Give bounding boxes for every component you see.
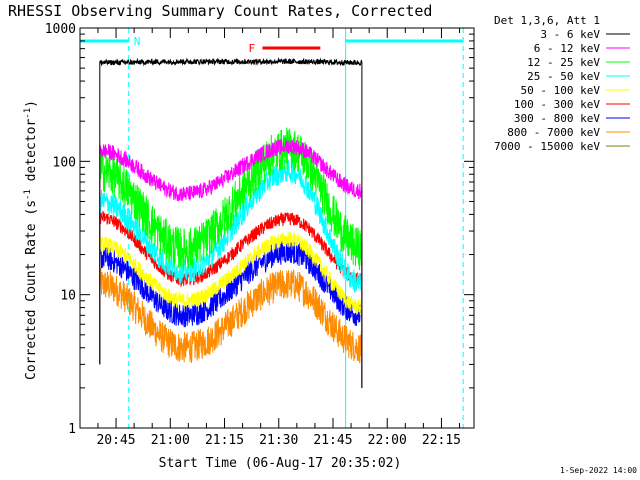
x-tick-label: 22:00 [368, 433, 407, 448]
legend-header: Det 1,3,6, Att 1 [494, 14, 600, 27]
flare-marker-label: F [248, 42, 255, 55]
y-axis-label: Corrected Count Rate (s-1 detector-1) [23, 100, 39, 380]
legend-label: 25 - 50 keV [527, 70, 600, 83]
chart-title: RHESSI Observing Summary Count Rates, Co… [8, 2, 432, 20]
y-tick-label: 10 [60, 289, 76, 304]
legend-label: 12 - 25 keV [527, 56, 600, 69]
y-tick-label: 1 [68, 422, 76, 437]
y-tick-label: 1000 [45, 22, 76, 37]
legend-label: 50 - 100 keV [521, 84, 601, 97]
footer-date: 1-Sep-2022 14:00 [560, 466, 637, 475]
legend-label: 800 - 7000 keV [507, 126, 600, 139]
series-line [99, 127, 363, 388]
x-tick-label: 21:15 [205, 433, 244, 448]
x-tick-label: 20:45 [96, 433, 135, 448]
y-tick-label: 100 [53, 155, 76, 170]
legend-label: 100 - 300 keV [514, 98, 600, 111]
series-line [99, 57, 363, 388]
legend-label: 3 - 6 keV [540, 28, 600, 41]
x-tick-label: 22:15 [422, 433, 461, 448]
legend-label: 7000 - 15000 keV [494, 140, 600, 153]
legend-label: 6 - 12 keV [534, 42, 601, 55]
svg-text:Corrected Count Rate (s-1 dete: Corrected Count Rate (s-1 detector-1) [23, 100, 39, 380]
x-axis-label: Start Time (06-Aug-17 20:35:02) [159, 456, 402, 471]
series-line [99, 210, 363, 388]
x-tick-label: 21:45 [313, 433, 352, 448]
plot-frame [79, 27, 475, 429]
axes: 1 10 100 1000 20:45 21:00 21:15 21:30 21:45 22:00… [45, 22, 475, 448]
legend-label: 300 - 800 keV [514, 112, 600, 125]
series-line [99, 159, 363, 388]
night-marker-label: N [134, 35, 141, 48]
flare-marker: F [248, 42, 321, 55]
series-layer [99, 57, 363, 388]
series-line [99, 268, 363, 388]
series-line [99, 138, 363, 388]
x-tick-label: 21:30 [259, 433, 298, 448]
x-tick-label: 21:00 [151, 433, 190, 448]
series-line [99, 231, 363, 388]
